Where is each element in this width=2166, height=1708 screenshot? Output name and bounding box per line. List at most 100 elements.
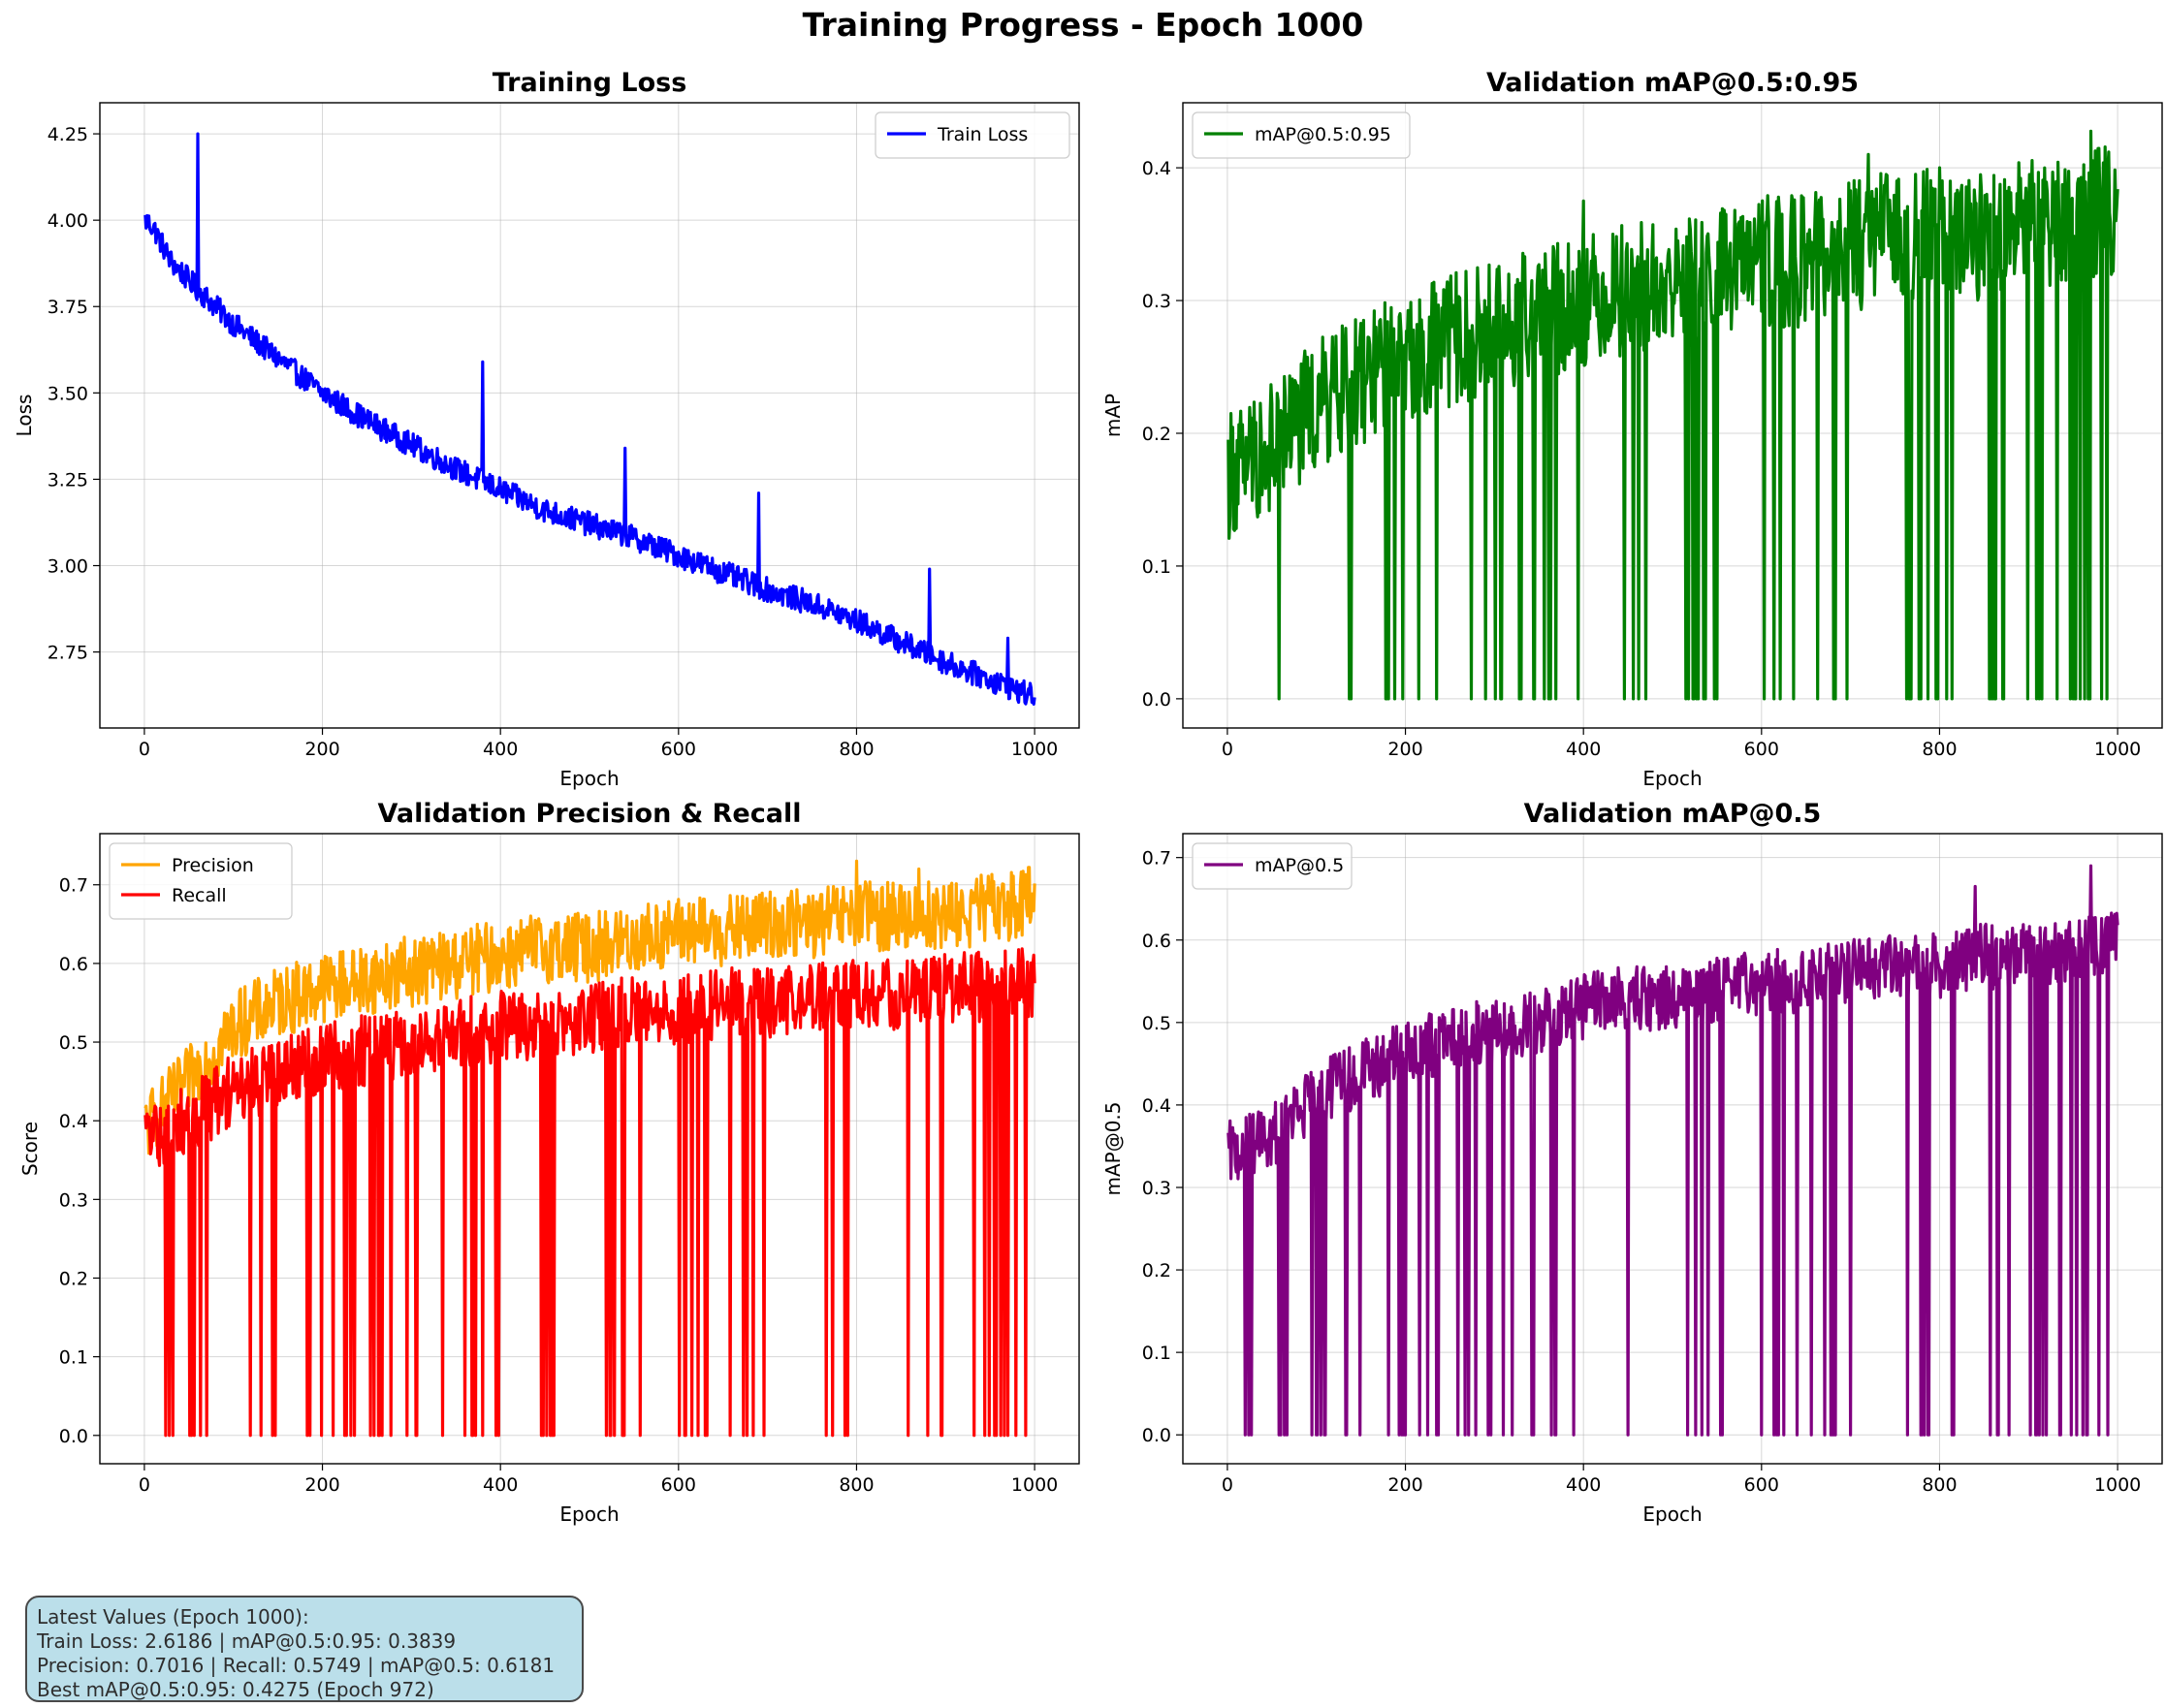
latest-values-box: Latest Values (Epoch 1000): Train Loss: … [25, 1596, 584, 1702]
x-tick-label: 800 [1922, 1474, 1957, 1496]
axes-frame [99, 833, 1080, 1465]
y-tick-label: 0.2 [1142, 424, 1171, 445]
chart-title: Validation mAP@0.5:0.95 [1486, 68, 1859, 98]
x-tick-label: 800 [839, 1474, 874, 1496]
map-50-95-chart: 0 200 400 600 800 1000 0.0 0.1 0.2 0.3 0.4 Validati… [1101, 68, 2163, 790]
x-axis-label: Epoch [1642, 767, 1702, 790]
y-tick-label: 0.1 [1142, 556, 1171, 578]
y-tick-label: 3.00 [48, 556, 88, 578]
x-tick-label: 0 [1222, 739, 1233, 760]
axes-frame [1182, 102, 2163, 729]
y-tick-label: 0.2 [1142, 1260, 1171, 1281]
chart-map95: 0 200 400 600 800 1000 0.0 0.1 0.2 0.3 0.4 Validati… [1101, 68, 2163, 790]
y-tick-label: 3.75 [48, 297, 88, 318]
y-tick-label: 0.3 [1142, 291, 1171, 312]
y-tick-label: 2.75 [48, 643, 88, 664]
x-tick-label: 400 [483, 1474, 518, 1496]
y-tick-label: 0.6 [1142, 931, 1171, 952]
series-group [1226, 864, 2119, 1437]
x-tick-label: 600 [661, 739, 696, 760]
y-tick-label: 0.7 [1142, 848, 1171, 870]
y-tick-label: 0.1 [59, 1347, 88, 1369]
y-axis-label: Loss [13, 395, 36, 437]
legend: Precision Recall [109, 842, 293, 920]
info-line-loss-map: Train Loss: 2.6186 | mAP@0.5:0.95: 0.383… [37, 1629, 457, 1653]
x-tick-label: 200 [304, 739, 339, 760]
y-tick-label: 0.7 [59, 875, 88, 897]
legend: mAP@0.5:0.95 [1192, 111, 1411, 159]
y-tick-label: 3.50 [48, 383, 88, 404]
y-tick-label: 0.4 [59, 1111, 88, 1132]
info-line-header: Latest Values (Epoch 1000): [37, 1605, 309, 1629]
x-tick-label: 800 [839, 739, 874, 760]
legend-box [1192, 842, 1353, 890]
legend-label: Recall [172, 885, 227, 906]
chart-loss: 0 200 400 600 800 1000 2.75 3.00 3.25 3.50 3.75 4.0… [13, 68, 1080, 790]
y-tick-label: 0.4 [1142, 1095, 1171, 1117]
axes-frame [1182, 833, 2163, 1465]
x-tick-label: 200 [1387, 739, 1422, 760]
legend-label: mAP@0.5:0.95 [1255, 124, 1391, 145]
x-tick-label: 1000 [1011, 1474, 1058, 1496]
info-line-prec-recall: Precision: 0.7016 | Recall: 0.5749 | mAP… [37, 1654, 556, 1677]
legend-label: Train Loss [937, 124, 1028, 145]
x-tick-label: 600 [1744, 1474, 1779, 1496]
y-axis-label: mAP@0.5 [1101, 1101, 1125, 1195]
y-tick-label: 0.4 [1142, 158, 1171, 179]
x-axis-label: Epoch [1642, 1502, 1702, 1526]
x-tick-label: 400 [483, 739, 518, 760]
series-group [143, 859, 1036, 1438]
x-tick-label: 0 [139, 1474, 150, 1496]
axes-frame [99, 102, 1080, 729]
chart-precrec: 0 200 400 600 800 1000 0.0 0.1 0.2 0.3 0.4 0.5 0.6 0.… [18, 799, 1080, 1526]
y-tick-label: 4.25 [48, 124, 88, 145]
legend-box [1192, 111, 1411, 159]
plot-area [100, 103, 1079, 728]
map-50-chart: 0 200 400 600 800 1000 0.0 0.1 0.2 0.3 0.4 0.5 0.6 0.… [1101, 799, 2163, 1526]
x-tick-label: 600 [1744, 739, 1779, 760]
chart-map50: 0 200 400 600 800 1000 0.0 0.1 0.2 0.3 0.4 0.5 0.6 0.… [1101, 799, 2163, 1526]
x-tick-label: 1000 [2094, 739, 2141, 760]
legend: Train Loss [875, 111, 1070, 159]
y-tick-label: 4.00 [48, 210, 88, 232]
chart-title: Validation Precision & Recall [378, 799, 802, 829]
figure-title: Training Progress - Epoch 1000 [802, 6, 1364, 44]
training-loss-chart: 0 200 400 600 800 1000 2.75 3.00 3.25 3.50 3.75 4.0… [13, 68, 1080, 790]
y-tick-label: 0.3 [59, 1189, 88, 1211]
series-line-train-loss [143, 132, 1036, 706]
y-tick-label: 3.25 [48, 469, 88, 490]
y-tick-label: 0.2 [59, 1268, 88, 1289]
x-tick-label: 400 [1566, 739, 1601, 760]
y-tick-label: 0.1 [1142, 1343, 1171, 1364]
x-axis-label: Epoch [559, 767, 619, 790]
y-tick-label: 0.6 [59, 954, 88, 975]
info-line-best: Best mAP@0.5:0.95: 0.4275 (Epoch 972) [37, 1678, 434, 1701]
legend-label: Precision [172, 855, 254, 876]
x-tick-label: 1000 [1011, 739, 1058, 760]
x-tick-label: 200 [304, 1474, 339, 1496]
series-line-recall [143, 947, 1036, 1438]
x-tick-label: 400 [1566, 1474, 1601, 1496]
x-axis-label: Epoch [559, 1502, 619, 1526]
series-line-map-0-5-0-95 [1226, 129, 2119, 701]
y-tick-label: 0.0 [1142, 689, 1171, 711]
legend-box [109, 842, 293, 920]
plot-area [1183, 834, 2162, 1464]
series-line-map-0-5 [1226, 864, 2119, 1437]
x-tick-label: 600 [661, 1474, 696, 1496]
y-tick-label: 0.5 [1142, 1013, 1171, 1034]
y-axis-label: Score [18, 1122, 42, 1176]
chart-title: Training Loss [493, 68, 687, 98]
y-tick-label: 0.3 [1142, 1178, 1171, 1199]
x-tick-label: 0 [1222, 1474, 1233, 1496]
x-tick-label: 800 [1922, 739, 1957, 760]
series-line-precision [143, 859, 1036, 1155]
y-axis-label: mAP [1101, 394, 1125, 437]
legend: mAP@0.5 [1192, 842, 1353, 890]
precision-recall-chart: 0 200 400 600 800 1000 0.0 0.1 0.2 0.3 0.4 0.5 0.6 0.… [18, 799, 1080, 1526]
y-tick-label: 0.0 [1142, 1425, 1171, 1446]
chart-title: Validation mAP@0.5 [1524, 799, 1822, 829]
legend-box [875, 111, 1070, 159]
x-tick-label: 0 [139, 739, 150, 760]
legend-label: mAP@0.5 [1255, 855, 1344, 876]
